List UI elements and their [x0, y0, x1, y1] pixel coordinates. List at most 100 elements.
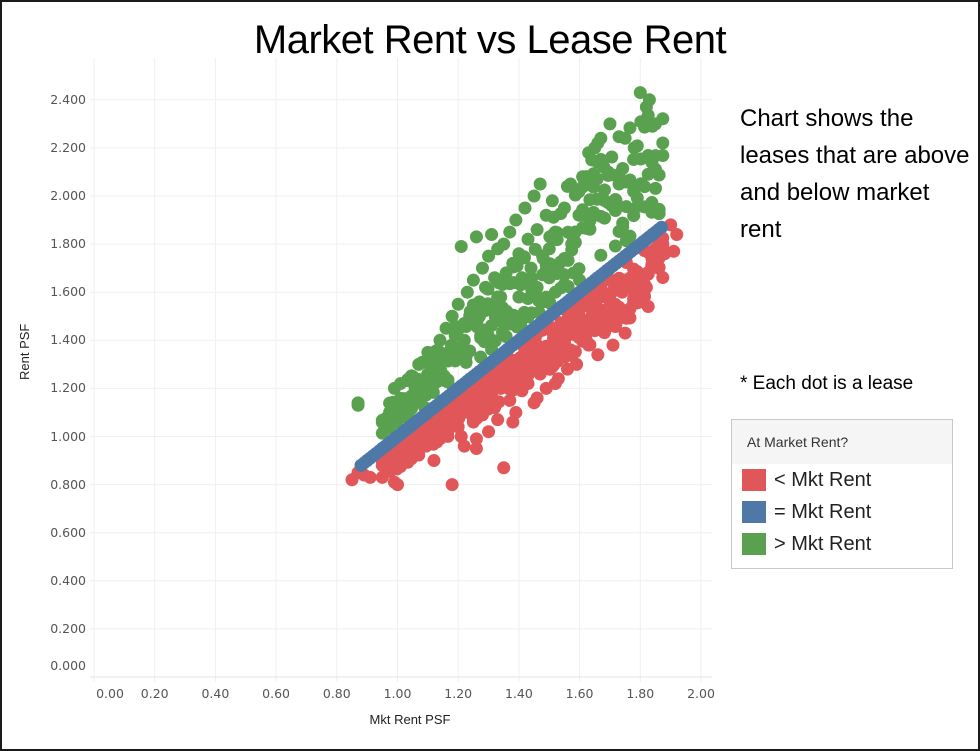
data-point[interactable] — [466, 273, 480, 287]
data-point[interactable] — [548, 377, 562, 391]
data-point[interactable] — [612, 177, 626, 191]
data-point[interactable] — [560, 362, 574, 376]
data-point[interactable] — [539, 208, 553, 222]
data-point[interactable] — [618, 326, 632, 340]
data-point[interactable] — [627, 141, 641, 155]
data-point[interactable] — [567, 232, 581, 246]
data-point[interactable] — [533, 367, 547, 381]
data-point[interactable] — [421, 345, 435, 359]
data-point[interactable] — [515, 271, 529, 285]
data-point[interactable] — [457, 439, 471, 453]
data-point[interactable] — [563, 343, 577, 357]
data-point[interactable] — [457, 333, 471, 347]
data-point[interactable] — [439, 353, 453, 367]
data-point[interactable] — [585, 153, 599, 167]
data-point[interactable] — [545, 194, 559, 208]
data-point[interactable] — [594, 131, 608, 145]
data-point[interactable] — [454, 240, 468, 254]
data-point[interactable] — [466, 415, 480, 429]
data-point[interactable] — [460, 285, 474, 299]
data-point[interactable] — [506, 256, 520, 270]
data-point[interactable] — [394, 377, 408, 391]
data-point[interactable] — [542, 271, 556, 285]
data-point[interactable] — [667, 244, 681, 258]
data-point[interactable] — [506, 415, 520, 429]
legend-item-at-market[interactable]: = Mkt Rent — [732, 496, 952, 528]
data-point[interactable] — [391, 478, 404, 492]
data-point[interactable] — [421, 367, 435, 381]
data-point[interactable] — [530, 280, 544, 294]
data-point[interactable] — [557, 201, 571, 215]
data-point[interactable] — [451, 348, 465, 362]
data-point[interactable] — [609, 316, 623, 330]
data-point[interactable] — [639, 280, 653, 294]
data-point[interactable] — [521, 232, 535, 246]
data-point[interactable] — [472, 309, 486, 323]
data-point[interactable] — [591, 348, 605, 362]
data-point[interactable] — [494, 314, 508, 328]
data-point[interactable] — [427, 454, 441, 468]
data-point[interactable] — [603, 295, 617, 309]
data-point[interactable] — [582, 338, 596, 352]
data-point[interactable] — [603, 117, 617, 131]
data-point[interactable] — [609, 194, 623, 208]
data-point[interactable] — [606, 338, 620, 352]
data-point[interactable] — [545, 360, 559, 374]
data-point[interactable] — [524, 261, 538, 275]
data-point[interactable] — [567, 319, 581, 333]
data-point[interactable] — [445, 309, 459, 323]
data-point[interactable] — [439, 417, 453, 431]
data-point[interactable] — [497, 461, 511, 475]
data-point[interactable] — [500, 304, 514, 318]
data-point[interactable] — [406, 389, 420, 403]
data-point[interactable] — [363, 470, 377, 484]
data-point[interactable] — [567, 266, 581, 280]
data-point[interactable] — [351, 398, 365, 412]
legend-item-below-market[interactable]: < Mkt Rent — [732, 464, 952, 496]
data-point[interactable] — [491, 413, 505, 427]
data-point[interactable] — [451, 297, 465, 311]
data-point[interactable] — [421, 437, 435, 451]
data-point[interactable] — [551, 264, 565, 278]
data-point[interactable] — [542, 242, 556, 256]
data-point[interactable] — [512, 247, 526, 261]
data-point[interactable] — [652, 261, 666, 275]
data-point[interactable] — [497, 237, 511, 251]
data-point[interactable] — [618, 131, 632, 145]
data-point[interactable] — [597, 319, 611, 333]
data-point[interactable] — [530, 223, 544, 237]
data-point[interactable] — [491, 290, 505, 304]
data-point[interactable] — [482, 249, 496, 263]
data-point[interactable] — [576, 170, 590, 184]
data-point[interactable] — [475, 408, 489, 422]
data-point[interactable] — [469, 432, 483, 446]
data-point[interactable] — [384, 463, 398, 477]
data-point[interactable] — [530, 391, 544, 405]
data-point[interactable] — [479, 280, 493, 294]
legend-item-above-market[interactable]: > Mkt Rent — [732, 528, 952, 560]
data-point[interactable] — [563, 177, 577, 191]
data-point[interactable] — [475, 261, 489, 275]
data-point[interactable] — [533, 177, 547, 191]
data-point[interactable] — [469, 230, 483, 244]
data-point[interactable] — [482, 425, 496, 439]
data-point[interactable] — [648, 117, 662, 131]
data-point[interactable] — [503, 225, 517, 239]
data-point[interactable] — [469, 442, 483, 456]
data-point[interactable] — [536, 252, 550, 266]
data-point[interactable] — [527, 189, 541, 203]
data-point[interactable] — [397, 401, 411, 415]
data-point[interactable] — [633, 86, 647, 100]
data-point[interactable] — [412, 357, 426, 371]
data-point[interactable] — [633, 271, 647, 285]
data-point[interactable] — [488, 271, 502, 285]
data-point[interactable] — [457, 316, 471, 330]
data-point[interactable] — [488, 401, 502, 415]
data-point[interactable] — [503, 393, 517, 407]
data-point[interactable] — [475, 324, 489, 338]
data-point[interactable] — [521, 377, 535, 391]
data-point[interactable] — [512, 290, 526, 304]
data-point[interactable] — [670, 227, 684, 241]
data-point[interactable] — [591, 304, 605, 318]
data-point[interactable] — [518, 201, 532, 215]
